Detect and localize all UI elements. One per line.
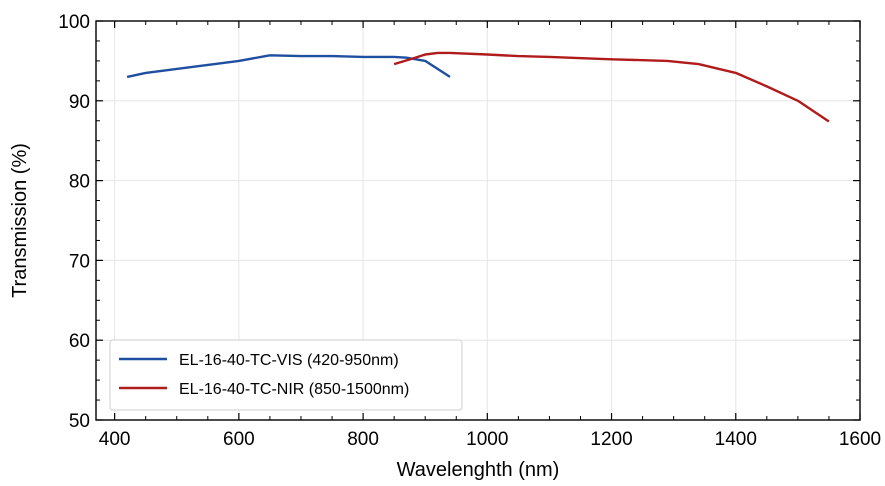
y-tick-label: 50 [69,411,90,432]
y-tick-label: 70 [69,251,90,272]
series-layer [126,51,830,123]
y-tick-label: 100 [58,12,90,33]
x-tick-label: 1200 [590,429,632,450]
x-tick-label: 1000 [466,429,508,450]
x-tick-label: 400 [99,429,131,450]
legend-label-vis: EL-16-40-TC-VIS (420-950nm) [179,352,399,369]
x-tick-label: 1600 [839,429,881,450]
legend-box [109,339,463,411]
x-axis-title: Wavelenghth (nm) [397,459,560,481]
x-tick-label: 600 [223,429,255,450]
ticks: 400 600 800 1000 1200 1400 1600 50 60 70 80 90 100 [58,12,881,450]
y-tick-label: 90 [69,92,90,113]
y-tick-label: 60 [69,331,90,352]
legend: EL-16-40-TC-VIS (420-950nm) EL-16-40-TC-… [109,339,463,411]
y-axis-title: Transmission (%) [9,143,31,298]
legend-label-nir: EL-16-40-TC-NIR (850-1500nm) [179,381,409,398]
x-tick-label: 800 [347,429,379,450]
series-line-1 [393,51,830,123]
x-tick-label: 1400 [715,429,757,450]
y-tick-label: 80 [69,172,90,193]
series-line-0 [126,54,451,79]
